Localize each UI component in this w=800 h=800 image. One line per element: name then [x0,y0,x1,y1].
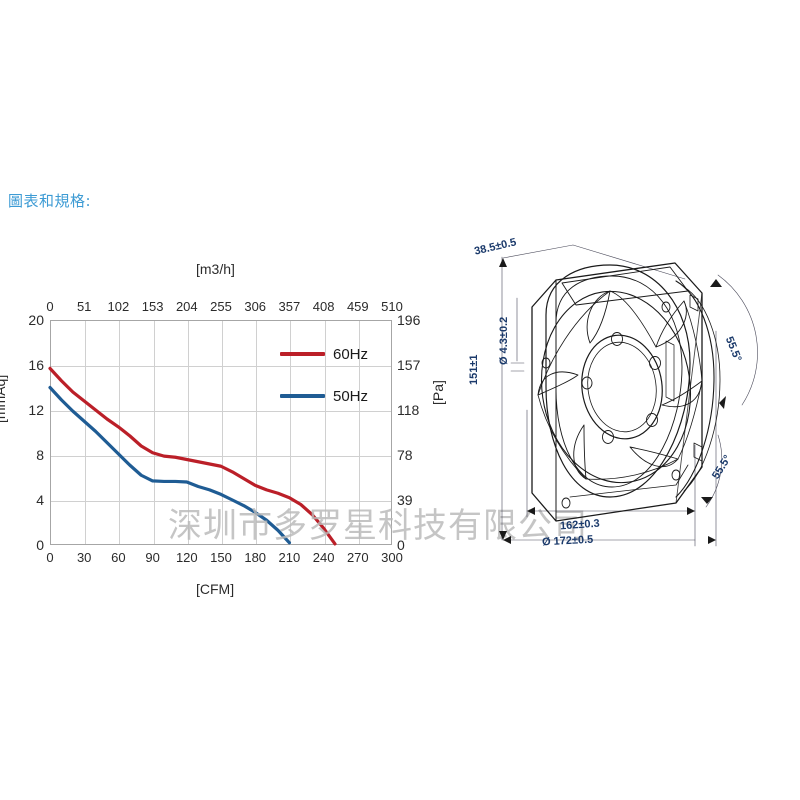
gridline-horizontal [51,366,391,367]
gridline-horizontal [51,411,391,412]
top-axis-label: [m3/h] [196,261,235,277]
tick-label-left: 12 [28,402,44,418]
gridline-horizontal [51,501,391,502]
tick-label-bottom: 30 [76,550,92,565]
gridline-vertical [256,321,258,544]
tick-label-right: 196 [397,312,421,328]
gridline-vertical [153,321,155,544]
gridline-vertical [324,321,326,544]
tick-label-right: 118 [397,402,420,418]
tick-label-top: 0 [46,299,54,314]
tick-label-top: 102 [107,299,130,314]
gridline-horizontal [51,456,391,457]
fan-line-art [499,244,758,547]
tick-label-right: 0 [397,537,405,553]
chart-legend: 60Hz 50Hz [280,340,368,410]
tick-label-top: 459 [346,299,369,314]
tick-label-left: 4 [36,492,44,508]
left-axis-label: [mmAq] [0,374,8,423]
gridline-vertical [85,321,87,544]
bottom-axis-label: [CFM] [196,581,235,597]
plot-area [50,320,392,545]
tick-label-top: 51 [76,299,92,314]
tick-label-bottom: 150 [210,550,232,565]
tick-label-top: 408 [312,299,335,314]
tick-label-top: 204 [175,299,198,314]
dim-hole-diameter: Ø 4.3±0.2 [498,316,510,365]
tick-label-bottom: 0 [46,550,54,565]
tick-label-top: 153 [141,299,164,314]
curve-layer [48,366,337,546]
fan-drawing: 38.5±0.5 151±1 Ø 4.3±0.2 162±0.3 Ø 172±0… [468,235,800,575]
legend-swatch-60hz [280,352,325,356]
gridline-vertical [290,321,292,544]
tick-label-top: 357 [278,299,301,314]
legend-item-50hz[interactable]: 50Hz [280,382,368,410]
legend-label: 50Hz [333,387,369,405]
performance-chart: [m3/h] [CFM] [mmAq] [Pa] 0 51 102 153 204 255… [0,255,460,605]
tick-label-top: 255 [210,299,232,314]
tick-label-top: 306 [244,299,267,314]
tick-label-bottom: 270 [346,550,369,565]
tick-label-left: 20 [28,312,44,328]
gridline-vertical [358,321,360,544]
tick-label-bottom: 60 [111,550,126,565]
tick-label-bottom: 120 [175,550,198,565]
tick-label-bottom: 300 [381,550,403,565]
series-line-50hz [48,385,291,545]
tick-label-bottom: 180 [244,550,267,565]
tick-label-right: 157 [397,357,421,373]
tick-label-left: 8 [36,447,44,463]
page-title: 圖表和規格: [8,192,92,210]
gridline-vertical [119,321,121,544]
tick-label-right: 78 [397,447,413,463]
tick-label-bottom: 90 [145,550,160,565]
legend-item-60hz[interactable]: 60Hz [280,340,368,368]
right-axis-label: [Pa] [430,380,446,405]
tick-label-left: 0 [36,537,44,553]
gridline-vertical [222,321,223,544]
legend-swatch-50hz [280,394,325,398]
tick-label-bottom: 240 [312,550,335,565]
tick-label-top: 510 [381,299,403,314]
legend-label: 60Hz [333,345,369,363]
series-line-60hz [48,366,337,546]
gridline-vertical [187,321,189,544]
tick-label-right: 39 [397,492,413,508]
tick-label-left: 16 [28,357,44,373]
dim-height: 151±1 [468,354,480,385]
tick-label-bottom: 210 [278,550,301,565]
